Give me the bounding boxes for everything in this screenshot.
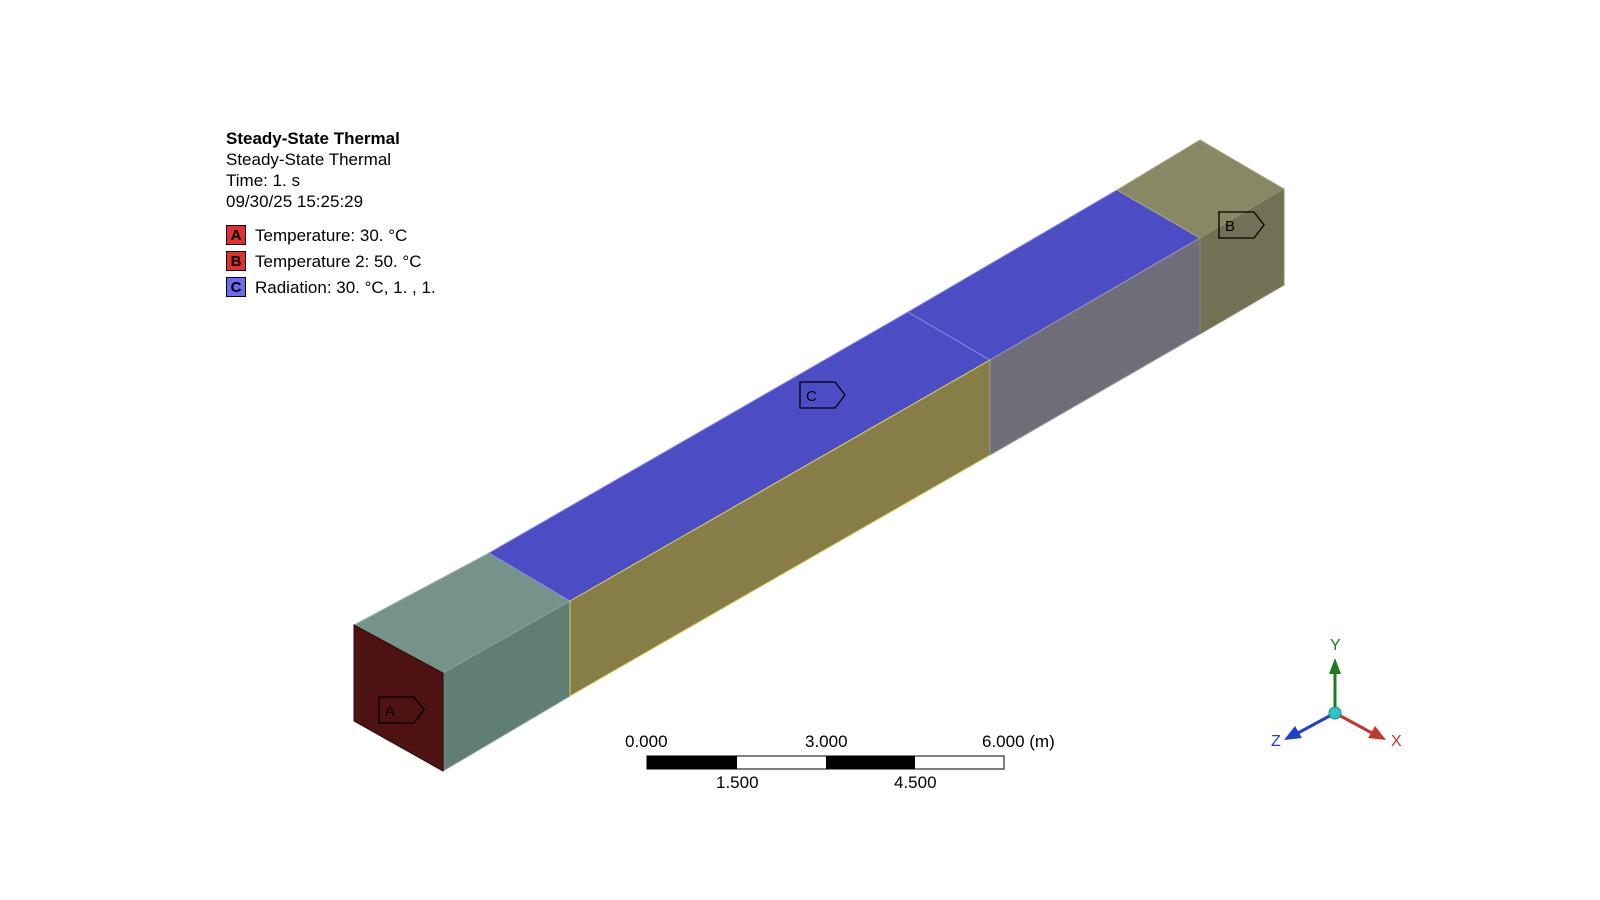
scale-label-1-5: 1.500 xyxy=(716,773,759,792)
load-c-swatch: C xyxy=(226,277,246,297)
analysis-title: Steady-State Thermal xyxy=(226,129,400,148)
scale-label-3: 3.000 xyxy=(805,732,848,751)
axis-triad[interactable]: Y X Z xyxy=(1271,637,1402,750)
load-list: A Temperature: 30. °C B Temperature 2: 5… xyxy=(226,222,436,300)
tag-a-label: A xyxy=(385,703,395,720)
tag-c-label: C xyxy=(806,388,817,405)
scale-label-0: 0.000 xyxy=(625,732,668,751)
load-row-a[interactable]: A Temperature: 30. °C xyxy=(226,222,436,248)
load-c-label: Radiation: 30. °C, 1. , 1. xyxy=(255,277,436,297)
end-face-a[interactable] xyxy=(353,624,444,772)
load-b-swatch: B xyxy=(226,251,246,271)
x-axis-arrow-icon xyxy=(1368,726,1386,740)
load-a-swatch: A xyxy=(226,225,246,245)
load-row-c[interactable]: C Radiation: 30. °C, 1. , 1. xyxy=(226,274,436,300)
scale-label-4-5: 4.500 xyxy=(894,773,937,792)
triad-y-label: Y xyxy=(1330,637,1341,654)
z-axis-arrow-icon xyxy=(1284,726,1302,740)
legend-panel: Steady-State Thermal Steady-State Therma… xyxy=(226,128,436,300)
load-row-b[interactable]: B Temperature 2: 50. °C xyxy=(226,248,436,274)
tag-a[interactable]: A xyxy=(378,696,425,724)
triad-origin-icon xyxy=(1328,706,1342,720)
analysis-subtitle: Steady-State Thermal xyxy=(226,150,392,169)
triad-z-label: Z xyxy=(1271,733,1281,750)
y-axis-arrow-icon xyxy=(1329,658,1341,674)
scale-label-6: 6.000 (m) xyxy=(982,732,1055,751)
tag-b[interactable]: B xyxy=(1218,211,1265,239)
tag-b-label: B xyxy=(1225,218,1235,235)
analysis-time: Time: 1. s xyxy=(226,171,300,190)
load-b-label: Temperature 2: 50. °C xyxy=(255,251,422,271)
tag-c[interactable]: C xyxy=(799,381,846,409)
analysis-timestamp: 09/30/25 15:25:29 xyxy=(226,192,364,211)
scale-bar xyxy=(646,755,1005,770)
triad-x-label: X xyxy=(1391,733,1402,750)
load-a-label: Temperature: 30. °C xyxy=(255,225,408,245)
